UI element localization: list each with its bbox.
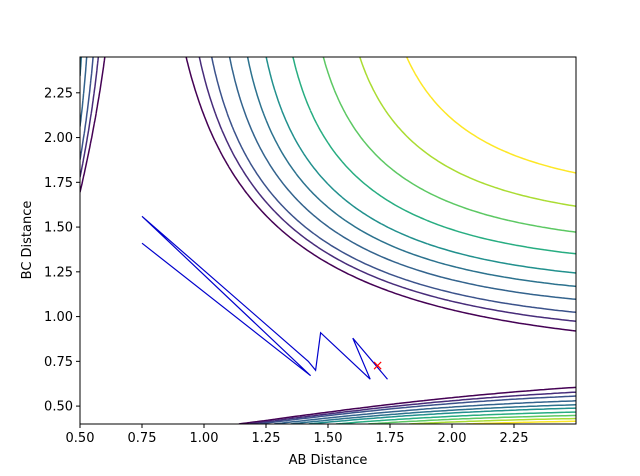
- x-tick-label: 1.50: [314, 431, 343, 446]
- plot-area: ×: [80, 57, 576, 424]
- y-tick-label: 2.25: [44, 86, 73, 101]
- x-axis-label: AB Distance: [289, 453, 368, 468]
- y-tick-label: 1.75: [44, 176, 73, 191]
- y-axis-label: BC Distance: [20, 201, 35, 280]
- y-tick-label: 1.50: [44, 221, 73, 236]
- y-tick-label: 2.00: [44, 131, 73, 146]
- contour-line: [359, 57, 576, 424]
- y-tick-label: 0.75: [44, 355, 73, 370]
- x-tick-label: 1.75: [376, 431, 405, 446]
- x-tick-label: 1.25: [252, 431, 281, 446]
- x-tick-label: 1.00: [190, 431, 219, 446]
- x-tick-label: 0.50: [66, 431, 95, 446]
- y-tick-label: 1.25: [44, 265, 73, 280]
- y-axis: 0.50 0.75 1.00 1.25 1.50 1.75 2.00 2.25: [44, 86, 80, 415]
- saddle-point-marker: ×: [372, 358, 384, 374]
- x-tick-label: 0.75: [128, 431, 157, 446]
- y-tick-label: 1.00: [44, 310, 73, 325]
- contour-lines: [80, 57, 576, 424]
- x-tick-label: 2.00: [438, 431, 467, 446]
- trajectory-line: [141, 215, 388, 380]
- y-tick-label: 0.50: [44, 400, 73, 415]
- x-tick-label: 2.25: [500, 431, 529, 446]
- x-axis: 0.50 0.75 1.00 1.25 1.50 1.75 2.00 2.25: [66, 424, 529, 446]
